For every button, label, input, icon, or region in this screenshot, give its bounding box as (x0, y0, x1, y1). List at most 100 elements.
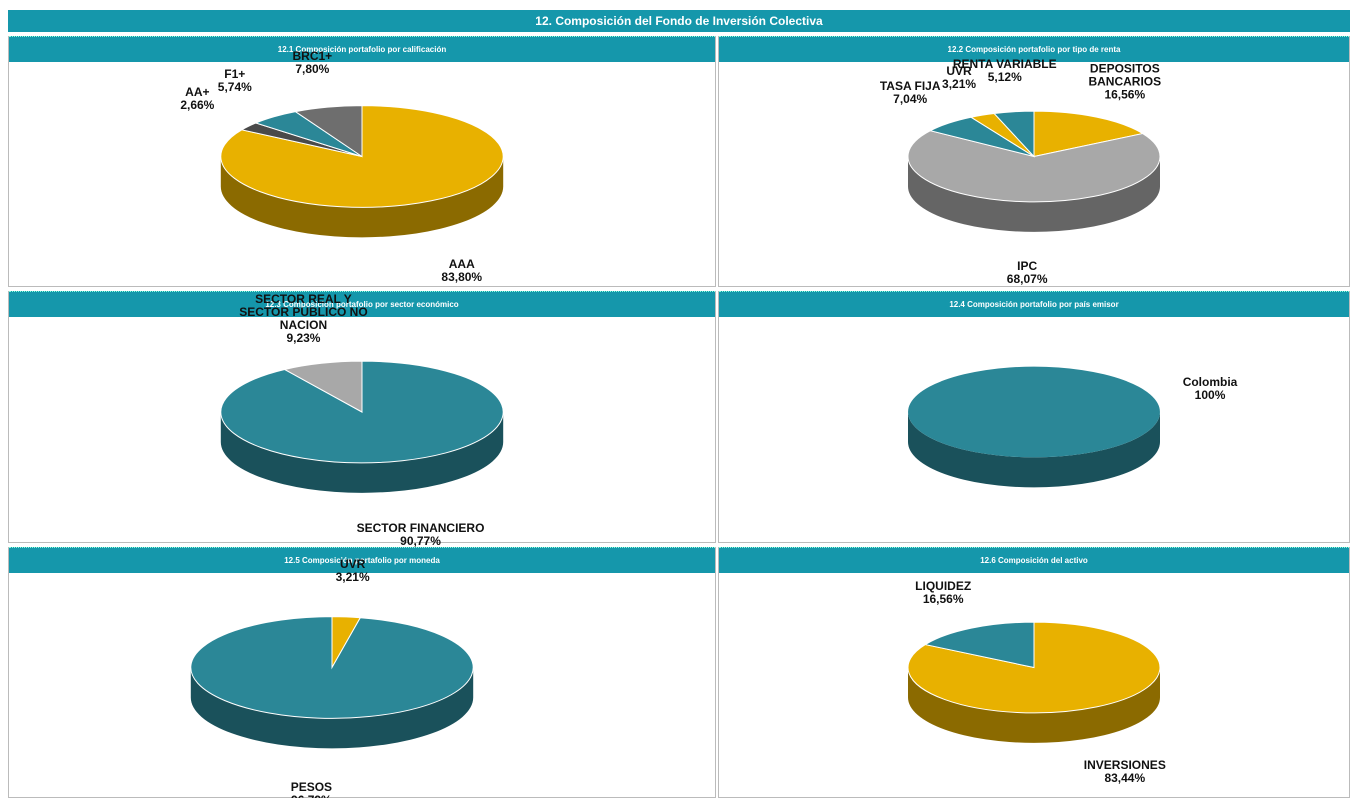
label-value: 16,56% (1104, 87, 1146, 102)
data-label: BRC1+ 7,80% (242, 48, 382, 76)
data-label: PESOS96,79% (241, 779, 381, 798)
slice-top (283, 360, 363, 413)
slice-top (993, 110, 1035, 158)
data-label: RENTA VARIABLE 5,12% (935, 58, 1075, 84)
chart-body: DEPOSITOS BANCARIOS 16,56% IPC 68,07% TASA F… (719, 58, 1349, 287)
label-value: 5,12% (987, 70, 1022, 85)
label-value: 83,44% (1104, 771, 1146, 786)
slice-top (923, 621, 1035, 669)
pie-chart (908, 366, 1160, 488)
label-value: 2,66% (180, 98, 215, 113)
slice-top (969, 112, 1035, 157)
data-label: Colombia 100% (1140, 374, 1280, 402)
label-category: Colombia (1182, 374, 1238, 389)
data-label: SECTOR FINANCIERO 90,77% (351, 520, 491, 548)
label-category: PESOS (290, 779, 333, 794)
slice-side (908, 156, 1160, 232)
report-title: 12. Composición del Fondo de Inversión C… (8, 10, 1350, 32)
chart-body: AAA 83,80% AA+ 2,66% F1+ 5,74% BRC1+ 7,80% (9, 49, 715, 287)
chart-body: INVERSIONES 83,44% LIQUIDEZ 16,56% (719, 573, 1349, 798)
slice-side (908, 667, 1160, 743)
data-label: TASA FIJA 7,04% (840, 80, 980, 106)
label-category: AA+ (185, 85, 210, 100)
pie-slice (1033, 110, 1145, 158)
chart-panel: 12.5 Composición portafolio por moneda UV… (8, 547, 716, 798)
pie-slice (923, 621, 1035, 669)
pie-chart (220, 360, 504, 493)
label-value: 3,21% (335, 570, 370, 585)
pie-slice (190, 616, 474, 749)
pie-chart (907, 621, 1161, 743)
slice-top (908, 366, 1160, 458)
pie-slice (254, 111, 363, 157)
pie-chart (190, 616, 474, 749)
slice-top (928, 116, 1035, 157)
slice-top (907, 130, 1161, 203)
data-label: F1+ 5,74% (165, 66, 305, 94)
chart-title: 12.3 Composición portafolio por sector e… (9, 291, 715, 317)
pie-slice (294, 105, 363, 158)
pie-chart (220, 105, 504, 238)
label-category: UVR (339, 557, 366, 572)
label-value: 9,23% (286, 331, 321, 346)
chart-panel: 12.1 Composición portafolio por califica… (8, 36, 716, 287)
label-value: 68,07% (1006, 271, 1048, 286)
label-category: SECTOR REAL Y SECTOR PUBLICO NO NACION (239, 292, 368, 333)
data-label: UVR 3,21% (283, 558, 423, 584)
data-label: INVERSIONES 83,44% (1055, 759, 1195, 785)
data-label: AA+ 2,66% (127, 86, 267, 112)
slice-top (1033, 110, 1145, 158)
pie-slice (283, 360, 363, 413)
chart-title: 12.2 Composición portafolio por tipo de … (719, 36, 1349, 62)
chart-panel: 12.4 Composición portafolio por país emi… (718, 291, 1350, 543)
label-category: LIQUIDEZ (915, 578, 972, 593)
pie-slice (220, 105, 504, 238)
label-value: 7,04% (893, 92, 928, 107)
chart-title: 12.4 Composición portafolio por país emi… (719, 291, 1349, 317)
label-value: 7,80% (295, 61, 330, 76)
data-label: AAA 83,80% (392, 256, 532, 284)
label-category: IPC (1017, 258, 1038, 273)
chart-title: 12.6 Composición del activo (719, 547, 1349, 573)
label-value: 5,74% (217, 79, 252, 94)
chart-panel: 12.2 Composición portafolio por tipo de … (718, 36, 1350, 287)
pie-slice (907, 130, 1161, 232)
chart-title: 12.5 Composición portafolio por moneda (9, 547, 715, 573)
label-category: UVR (946, 63, 972, 78)
chart-title: 12.1 Composición portafolio por califica… (9, 36, 715, 62)
pie-chart (907, 110, 1161, 232)
slice-top (254, 111, 363, 157)
pie-slice (993, 110, 1035, 158)
chart-body: Colombia 100% (719, 317, 1349, 543)
slice-top (220, 105, 504, 208)
label-category: F1+ (224, 66, 246, 81)
slice-top (190, 616, 474, 719)
label-value: 96,79% (241, 793, 381, 798)
label-category: INVERSIONES (1083, 758, 1166, 773)
slice-side (220, 412, 504, 493)
label-category: BRC1+ (292, 48, 333, 63)
data-label: DEPOSITOS BANCARIOS 16,56% (1055, 62, 1195, 101)
label-value: 100% (1194, 387, 1226, 402)
slice-side (190, 667, 474, 749)
label-category: DEPOSITOS BANCARIOS (1088, 61, 1162, 89)
pie-slice (928, 116, 1035, 157)
slice-side (220, 156, 504, 238)
data-label: UVR 3,21% (889, 63, 1029, 91)
chart-panel: 12.6 Composición del activo INVERSIONES 83… (718, 547, 1350, 798)
label-category: SECTOR FINANCIERO (356, 520, 485, 535)
label-category: AAA (448, 256, 475, 271)
chart-body: SECTOR FINANCIERO 90,77% SECTOR REAL Y SEC… (9, 293, 715, 547)
data-label: IPC 68,07% (957, 258, 1097, 286)
label-value: 90,77% (400, 533, 441, 548)
slice-side (908, 412, 1160, 488)
label-value: 3,21% (942, 76, 977, 91)
slice-top (294, 105, 363, 158)
data-label: LIQUIDEZ 16,56% (873, 578, 1013, 606)
label-category: RENTA VARIABLE (952, 57, 1057, 72)
data-label: SECTOR REAL Y SECTOR PUBLICO NO NACION 9,… (233, 293, 373, 345)
label-value: 16,56% (922, 591, 964, 606)
pie-slice (908, 366, 1160, 488)
